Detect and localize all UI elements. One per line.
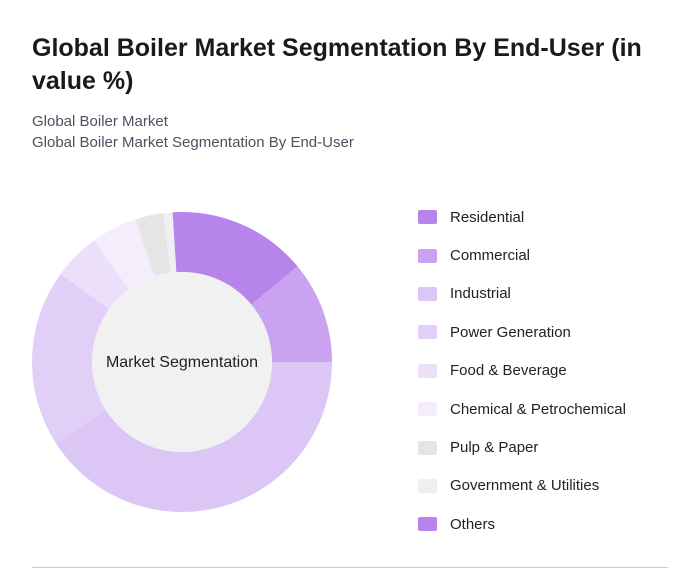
legend-label: Residential: [450, 208, 525, 226]
legend-item[interactable]: Pulp & Paper: [418, 428, 626, 466]
legend-label: Industrial: [450, 285, 511, 303]
legend-label: Others: [450, 515, 496, 533]
legend-item[interactable]: Power Generation: [418, 313, 626, 351]
legend-swatch: [418, 286, 437, 301]
donut-slice[interactable]: [55, 362, 333, 512]
legend-label: Power Generation: [450, 323, 571, 341]
subtitle: Global Boiler Market: [32, 113, 168, 130]
legend-swatch: [418, 478, 437, 493]
legend-label: Commercial: [450, 247, 531, 265]
donut-slice[interactable]: [93, 219, 155, 290]
divider: [32, 567, 668, 568]
donut-slice[interactable]: [60, 240, 130, 310]
legend-swatch: [418, 440, 437, 455]
legend-swatch: [418, 402, 437, 417]
chart-title: Global Boiler Market Segmentation By End…: [32, 34, 642, 95]
legend-swatch: [418, 517, 437, 532]
donut-slice[interactable]: [32, 273, 110, 443]
legend-label: Food & Beverage: [450, 362, 567, 380]
legend-item[interactable]: Residential: [418, 198, 626, 236]
legend-label: Pulp & Paper: [450, 439, 539, 457]
legend-item[interactable]: Industrial: [418, 275, 626, 313]
legend-label: Government & Utilities: [450, 477, 600, 495]
legend-item[interactable]: Others: [418, 505, 626, 543]
legend-item[interactable]: Food & Beverage: [418, 352, 626, 390]
legend-label: Chemical & Petrochemical: [450, 400, 626, 418]
legend-swatch: [418, 363, 437, 378]
donut-slice[interactable]: [135, 213, 171, 277]
legend: Residential Commercial Industrial Power Gen…: [418, 198, 626, 544]
donut-slice[interactable]: [251, 266, 332, 362]
legend-item[interactable]: Government & Utilities: [418, 467, 626, 505]
legend-swatch: [418, 248, 437, 263]
legend-swatch: [418, 210, 437, 225]
legend-item[interactable]: Chemical & Petrochemical: [418, 390, 626, 428]
donut-hole: [92, 272, 272, 452]
center-label: Market Segmentation: [106, 354, 258, 371]
chart: Market Segmentation: [32, 212, 333, 512]
legend-swatch: [418, 325, 437, 340]
donut-slice[interactable]: [172, 212, 182, 273]
subtitle: Global Boiler Market Segmentation By End…: [32, 134, 354, 151]
donut-slice[interactable]: [182, 212, 298, 305]
legend-item[interactable]: Commercial: [418, 236, 626, 274]
donut-slice[interactable]: [163, 212, 177, 273]
